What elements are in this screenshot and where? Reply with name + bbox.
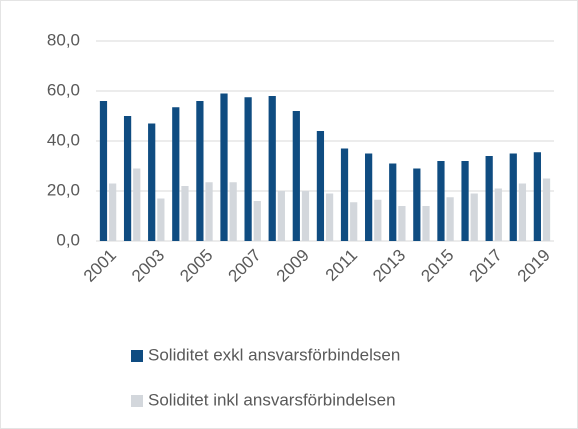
bar [398, 206, 406, 241]
bar [229, 182, 237, 241]
bar [123, 116, 132, 241]
bar [148, 123, 156, 241]
bar [446, 197, 454, 241]
bar [485, 156, 493, 241]
bar [157, 198, 165, 241]
legend-swatch [131, 395, 143, 407]
bar [181, 186, 189, 241]
bar [533, 152, 541, 241]
y-tick-label: 40,0 [47, 130, 80, 149]
y-tick-label: 20,0 [47, 180, 80, 199]
bar [301, 191, 310, 241]
bar [325, 193, 334, 241]
bar [133, 168, 141, 241]
bar [470, 193, 478, 241]
bar [374, 199, 382, 241]
bar [365, 153, 373, 241]
bar [350, 202, 358, 241]
bar [422, 206, 430, 241]
bar [172, 107, 180, 241]
bar [220, 93, 228, 241]
bar [509, 153, 517, 241]
bar [99, 101, 108, 241]
bar [196, 101, 204, 241]
legend-label: Soliditet inkl ansvarsförbindelsen [148, 390, 396, 409]
bar [389, 163, 397, 241]
legend-swatch [131, 350, 143, 362]
bar [494, 188, 502, 241]
legend-label: Soliditet exkl ansvarsförbindelsen [148, 345, 400, 364]
bar [277, 191, 285, 241]
bar [109, 183, 117, 241]
bar [253, 201, 261, 241]
bar [244, 97, 252, 241]
y-tick-label: 0,0 [56, 230, 80, 249]
bar [292, 111, 300, 241]
bar [518, 183, 527, 241]
bar [340, 148, 349, 241]
bar [542, 178, 551, 241]
bar [413, 168, 421, 241]
bar [461, 161, 469, 241]
bar [437, 161, 445, 241]
bar [268, 96, 276, 241]
y-tick-label: 80,0 [47, 30, 80, 49]
bar [205, 182, 213, 241]
y-tick-label: 60,0 [47, 80, 80, 99]
bar [316, 131, 325, 241]
